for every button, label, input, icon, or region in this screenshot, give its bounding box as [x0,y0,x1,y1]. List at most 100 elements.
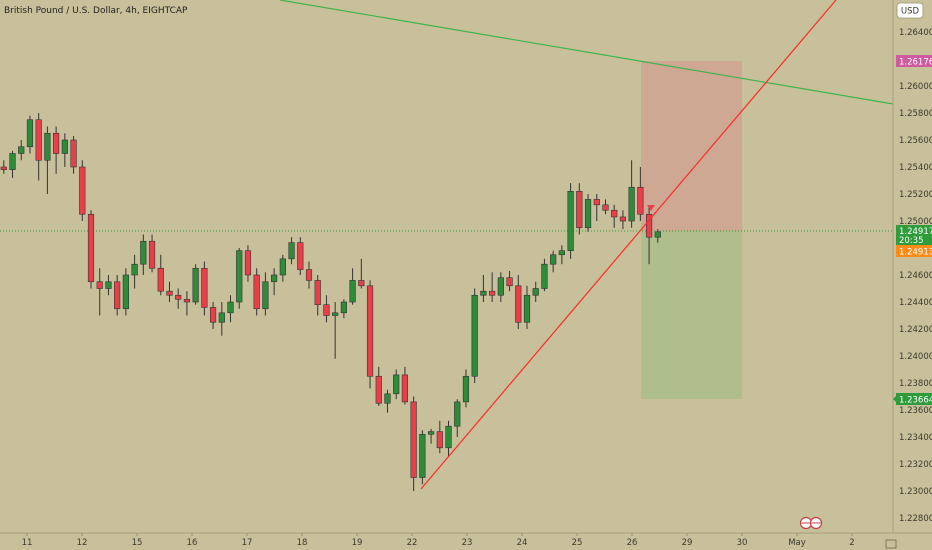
candle-bear[interactable] [297,242,304,270]
candle-bear[interactable] [410,401,417,478]
candle-bull[interactable] [332,312,339,316]
candle-bull[interactable] [44,132,51,161]
candle-bear[interactable] [323,304,330,316]
candle-bull[interactable] [541,263,548,289]
stop-price-tag[interactable] [896,245,932,257]
candle-bear[interactable] [148,240,156,269]
candle-bull[interactable] [462,375,470,403]
price-tick-label: 1.25400 [899,163,932,173]
candle-bear[interactable] [114,281,121,310]
candle-bear[interactable] [602,204,609,211]
currency-button[interactable] [896,2,924,19]
rising-trendline[interactable] [420,0,837,490]
candle-bull[interactable] [523,294,531,323]
candle-bear[interactable] [79,166,86,215]
candle-bear[interactable] [175,294,182,300]
candle-bull[interactable] [218,312,225,323]
candle-bull[interactable] [105,281,112,289]
candle-bull[interactable] [271,274,278,283]
time-axis-panel[interactable] [0,533,893,550]
candle-bull[interactable] [532,288,539,296]
time-axis-label: 12 [77,538,88,548]
candle-bull[interactable] [454,401,461,427]
candle-bull[interactable] [227,301,234,314]
candle-bear[interactable] [87,213,95,283]
short-target-zone[interactable] [641,231,742,399]
candle-bear[interactable] [305,269,313,281]
candle-bear[interactable] [70,139,77,168]
candle-bear[interactable] [436,431,443,449]
candle-bear[interactable] [489,290,496,296]
candle-bear[interactable] [183,298,191,303]
price-tick-label: 1.26400 [899,28,932,38]
candle-bear[interactable] [35,119,42,161]
candle-bear[interactable] [593,199,600,206]
candle-bear[interactable] [201,267,208,308]
candle-bear[interactable] [253,274,260,310]
alert-price-text: 1.26176 [899,58,932,68]
time-axis-label: 26 [627,538,638,548]
candle-bull[interactable] [471,294,478,377]
candle-bear[interactable] [244,250,252,276]
candle-bull[interactable] [349,280,356,303]
candle-bull[interactable] [18,146,25,154]
candle-bull[interactable] [419,433,426,478]
candle-bull[interactable] [236,250,243,303]
candle-bull[interactable] [497,277,504,296]
alert-price-tag[interactable] [896,55,932,67]
candle-bull[interactable] [279,258,286,276]
candle-bear[interactable] [366,285,374,377]
falling-trendline[interactable] [279,0,894,105]
candle-bull[interactable] [558,250,565,256]
candle-bull[interactable] [288,242,295,260]
target-price-tag[interactable] [896,393,932,405]
candle-bear[interactable] [645,213,653,238]
candle-bear[interactable] [314,280,321,305]
candle-bear[interactable] [611,209,618,218]
candle-bull[interactable] [384,393,391,404]
candle-bull[interactable] [9,153,16,171]
current-price-tag[interactable] [896,225,932,246]
candle-bear[interactable] [0,166,7,170]
candle-bull[interactable] [131,263,138,276]
candle-bear[interactable] [157,267,164,292]
candle-bear[interactable] [358,280,365,287]
price-tick-label: 1.23400 [899,433,932,443]
short-stop-zone[interactable] [641,61,742,231]
candle-bull[interactable] [427,431,435,435]
candle-bull[interactable] [445,425,452,449]
candle-bull[interactable] [122,274,129,310]
candle-bear[interactable] [209,307,217,323]
price-scale-panel[interactable] [893,0,932,533]
candle-bull[interactable] [654,231,661,238]
price-tick-label: 1.24600 [899,271,932,281]
candle-bull[interactable] [567,191,574,252]
candle-bull[interactable] [192,267,199,303]
candle-bull[interactable] [628,186,635,222]
price-tick-labels: 1.26400 1.26000 1.25800 1.25600 1.25400 1.252… [899,28,932,524]
candle-bear[interactable] [576,191,583,229]
candle-bear[interactable] [515,285,522,323]
candle-bear[interactable] [53,132,60,154]
candle-bull[interactable] [480,290,487,296]
time-axis-label: 17 [242,538,253,548]
candle-bull[interactable] [550,254,557,265]
candle-bear[interactable] [506,277,513,287]
candle-bull[interactable] [26,119,34,148]
candle-bear[interactable] [96,281,103,289]
candle-bear[interactable] [619,216,627,222]
candle-bull[interactable] [140,240,147,265]
candle-bull[interactable] [262,281,269,310]
target-price-pointer-icon [893,396,896,402]
candle-bull[interactable] [393,374,400,395]
candle-bear[interactable] [375,375,382,404]
candle-bull[interactable] [340,301,347,314]
candle-bear[interactable] [637,186,644,215]
candle-bull[interactable] [61,139,68,154]
candle-bear[interactable] [166,290,173,296]
axis-settings-icon[interactable] [885,539,897,549]
candle-bull[interactable] [584,199,592,229]
candle-bear[interactable] [401,374,409,403]
